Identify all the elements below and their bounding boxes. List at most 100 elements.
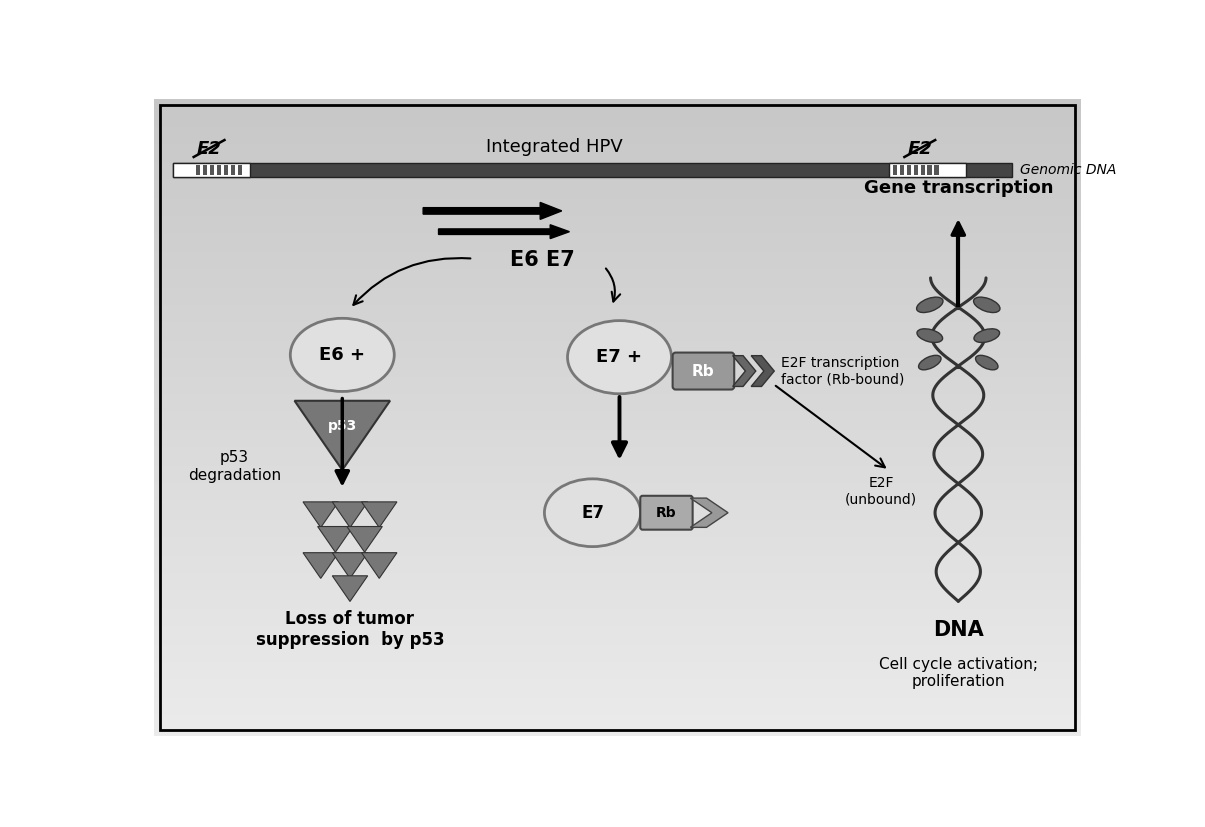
Bar	[153, 361, 1082, 362]
Bar	[202, 165, 207, 175]
Bar	[153, 312, 1082, 313]
Bar	[153, 600, 1082, 602]
Bar	[153, 560, 1082, 562]
Bar	[153, 261, 1082, 263]
Bar	[153, 305, 1082, 308]
Bar	[153, 549, 1082, 552]
Bar	[153, 263, 1082, 265]
Bar	[153, 303, 1082, 305]
Bar	[153, 250, 1082, 252]
Bar	[153, 354, 1082, 356]
Bar	[889, 163, 966, 177]
Bar	[153, 175, 1082, 178]
Bar	[153, 216, 1082, 218]
Bar	[153, 541, 1082, 543]
Polygon shape	[333, 502, 368, 528]
Bar	[153, 239, 1082, 241]
Bar	[153, 466, 1082, 469]
Bar	[153, 190, 1082, 193]
Bar	[153, 494, 1082, 496]
Bar	[153, 713, 1082, 715]
Bar	[153, 388, 1082, 390]
Polygon shape	[302, 502, 339, 528]
Bar	[153, 313, 1082, 316]
Bar	[906, 165, 911, 175]
Bar	[153, 407, 1082, 409]
Polygon shape	[302, 552, 339, 578]
Bar	[153, 316, 1082, 318]
Bar	[153, 456, 1082, 458]
Bar	[153, 734, 1082, 736]
Polygon shape	[733, 356, 756, 386]
Bar	[153, 224, 1082, 227]
Ellipse shape	[974, 297, 1000, 313]
Bar	[153, 503, 1082, 504]
Bar	[928, 165, 931, 175]
Bar	[153, 666, 1082, 668]
Text: E2F
(unbound): E2F (unbound)	[845, 476, 917, 506]
Bar	[153, 214, 1082, 216]
Bar	[153, 424, 1082, 426]
Bar	[153, 651, 1082, 653]
Bar	[153, 186, 1082, 189]
Bar	[893, 165, 897, 175]
Bar	[153, 117, 1082, 118]
Bar	[153, 380, 1082, 381]
Bar	[153, 518, 1082, 519]
Bar	[153, 102, 1082, 103]
Bar	[153, 178, 1082, 180]
FancyArrow shape	[423, 203, 562, 219]
Bar	[153, 602, 1082, 605]
Bar	[230, 165, 235, 175]
Bar	[153, 252, 1082, 254]
Bar	[153, 638, 1082, 640]
Bar	[153, 258, 1082, 261]
Bar	[153, 248, 1082, 250]
Bar	[153, 403, 1082, 405]
Bar	[153, 414, 1082, 415]
Bar	[153, 698, 1082, 700]
Ellipse shape	[545, 479, 641, 547]
Bar	[153, 617, 1082, 619]
Bar	[153, 284, 1082, 286]
Bar	[153, 256, 1082, 258]
Bar	[153, 636, 1082, 638]
Bar	[153, 347, 1082, 350]
Bar	[153, 174, 1082, 175]
Bar	[153, 212, 1082, 214]
Polygon shape	[751, 356, 775, 386]
Text: p53
degradation: p53 degradation	[188, 451, 281, 483]
Bar	[153, 479, 1082, 481]
Bar	[153, 199, 1082, 201]
Bar	[153, 420, 1082, 422]
Bar	[153, 384, 1082, 386]
Bar	[196, 165, 200, 175]
Bar	[153, 577, 1082, 579]
Bar	[153, 664, 1082, 666]
Text: E2: E2	[907, 140, 933, 157]
Bar	[153, 309, 1082, 312]
Bar	[153, 396, 1082, 399]
Bar	[153, 331, 1082, 332]
Bar	[153, 335, 1082, 337]
Bar	[153, 676, 1082, 679]
Bar	[153, 653, 1082, 655]
Bar	[153, 350, 1082, 351]
FancyBboxPatch shape	[640, 496, 693, 529]
Bar	[153, 553, 1082, 556]
Bar	[153, 140, 1082, 141]
Bar	[153, 337, 1082, 339]
Bar	[153, 594, 1082, 596]
Bar	[153, 729, 1082, 732]
Bar	[153, 657, 1082, 660]
Bar	[153, 351, 1082, 354]
Bar	[153, 110, 1082, 112]
Bar	[153, 660, 1082, 662]
Bar	[153, 715, 1082, 717]
Text: E7: E7	[581, 504, 604, 522]
Bar	[153, 571, 1082, 572]
Bar	[153, 131, 1082, 133]
Bar	[153, 392, 1082, 394]
Bar	[153, 415, 1082, 418]
Bar	[153, 705, 1082, 706]
